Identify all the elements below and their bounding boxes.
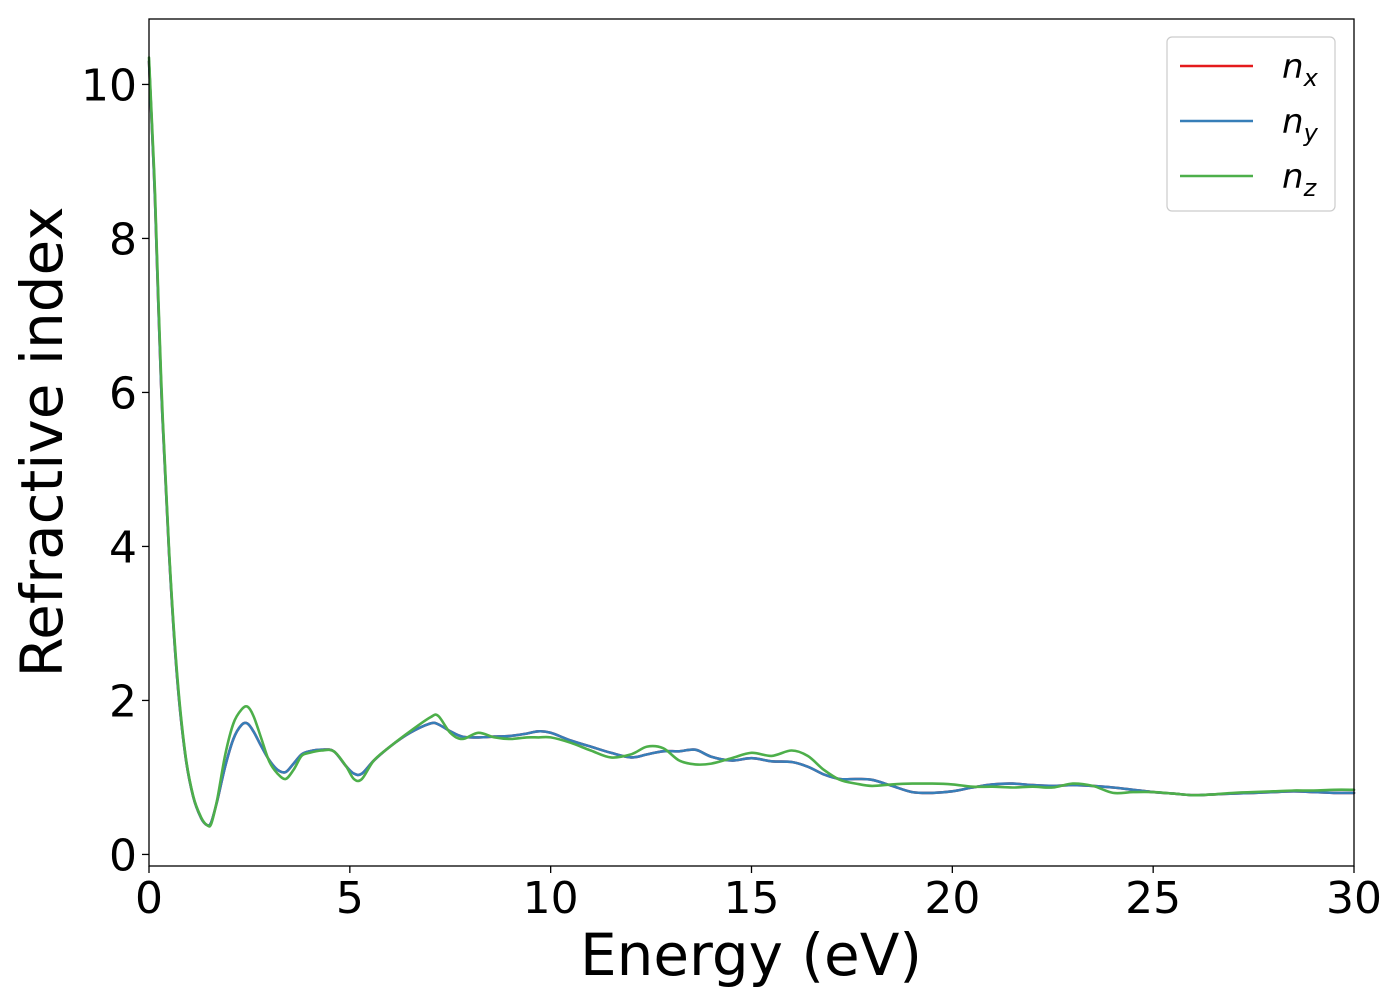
legend-label-n-z: nz: [1282, 157, 1318, 202]
x-tick-label: 30: [1326, 873, 1382, 924]
x-tick-label: 25: [1125, 873, 1181, 924]
legend-box: [1166, 36, 1336, 212]
y-tick-label: 2: [109, 676, 137, 727]
y-tick-label: 10: [81, 60, 137, 111]
y-tick-label: 8: [109, 214, 137, 265]
x-axis-label: Energy (eV): [580, 921, 922, 989]
x-tick-label: 10: [523, 873, 579, 924]
y-tick-label: 0: [109, 830, 137, 881]
series-layer: [147, 56, 1356, 828]
series-line-n-z: [147, 56, 1356, 828]
x-tick-label: 20: [924, 873, 980, 924]
x-tick-label: 15: [724, 873, 780, 924]
y-tick-label: 4: [109, 522, 137, 573]
legend: nx ny nz: [1166, 36, 1336, 212]
y-axis-label: Refractive index: [8, 206, 76, 677]
plot-background: [149, 19, 1354, 866]
x-axis-ticks: 0 5 10 15 20 25 30: [135, 866, 1382, 924]
y-axis-ticks: 0 2 4 6 8 10: [81, 60, 149, 881]
series-line-n-y: [147, 60, 1356, 827]
y-tick-label: 6: [109, 368, 137, 419]
x-tick-label: 0: [135, 873, 163, 924]
x-tick-label: 5: [336, 873, 364, 924]
legend-label-n-y: ny: [1282, 102, 1319, 147]
legend-label-n-x: nx: [1282, 47, 1319, 92]
